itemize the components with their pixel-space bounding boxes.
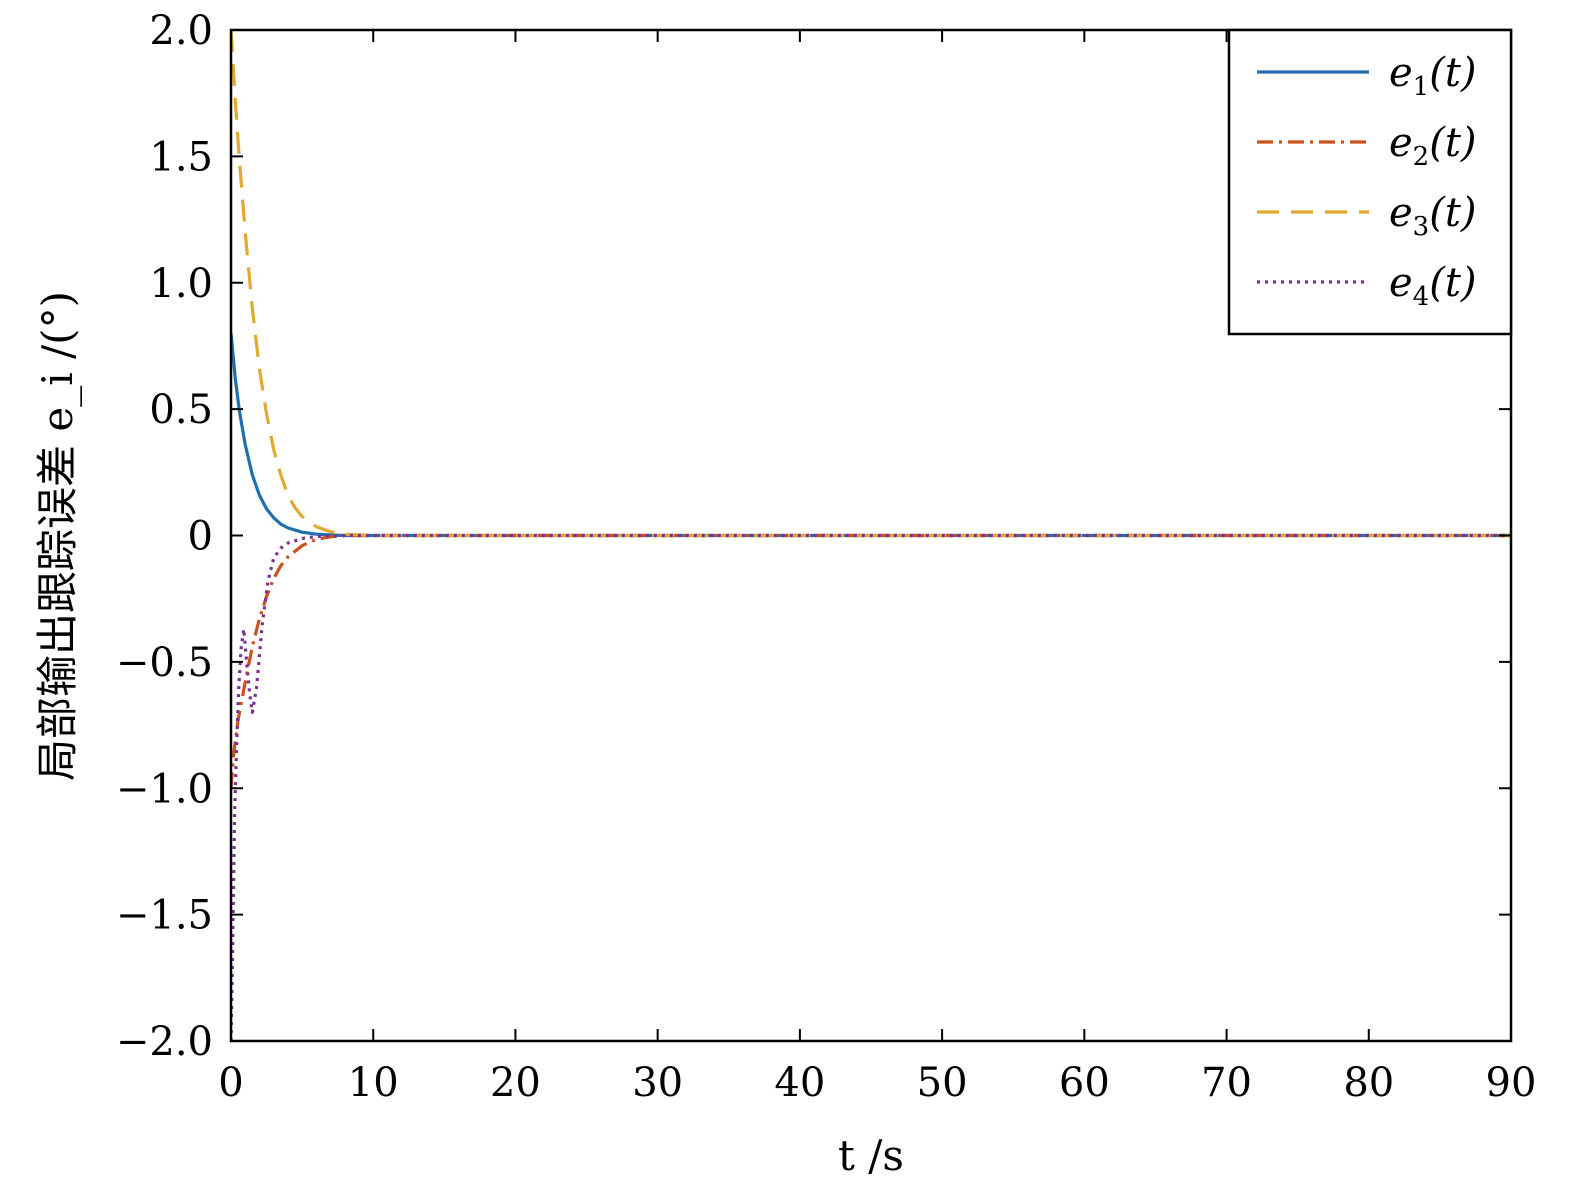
y-tick-label: −1.5 xyxy=(116,893,213,939)
y-axis-label: 局部输出跟踪误差 e_i /(°) xyxy=(33,291,82,781)
x-tick-label: 10 xyxy=(348,1060,399,1106)
legend-label-e1: e1(t) xyxy=(1389,50,1477,102)
y-tick-label: −2.0 xyxy=(116,1019,213,1065)
legend-label-e3: e3(t) xyxy=(1389,190,1477,242)
y-tick-label: 1.0 xyxy=(149,261,213,307)
series-line-e4 xyxy=(231,533,1511,1041)
x-tick-label: 90 xyxy=(1486,1060,1537,1106)
legend-label-e2: e2(t) xyxy=(1389,120,1477,172)
y-tick-label: −0.5 xyxy=(116,640,213,686)
x-tick-label: 80 xyxy=(1343,1060,1394,1106)
y-tick-label: 0.5 xyxy=(149,387,213,433)
y-tick-label: 0 xyxy=(188,514,213,560)
y-tick-label: 2.0 xyxy=(149,8,213,54)
y-tick-label: −1.0 xyxy=(116,766,213,812)
series-line-e3 xyxy=(231,30,1511,538)
ticks-layer: 0 10 20 30 40 50 60 70 80 90 −2.0 −1.5 −1.0 −0.5 0 0.5 1… xyxy=(116,8,1537,1106)
x-tick-label: 50 xyxy=(917,1060,968,1106)
y-tick-label: 1.5 xyxy=(149,134,213,180)
series-layer xyxy=(231,30,1511,1041)
x-axis-label: t /s xyxy=(838,1131,904,1180)
x-tick-label: 30 xyxy=(632,1060,683,1106)
legend-label-e4: e4(t) xyxy=(1389,260,1477,312)
legend: e1(t) e2(t) e3(t) e4(t) xyxy=(1227,28,1513,336)
x-tick-label: 60 xyxy=(1059,1060,1110,1106)
x-tick-label: 70 xyxy=(1201,1060,1252,1106)
x-tick-label: 20 xyxy=(490,1060,541,1106)
x-tick-label: 0 xyxy=(218,1060,243,1106)
x-tick-label: 40 xyxy=(774,1060,825,1106)
